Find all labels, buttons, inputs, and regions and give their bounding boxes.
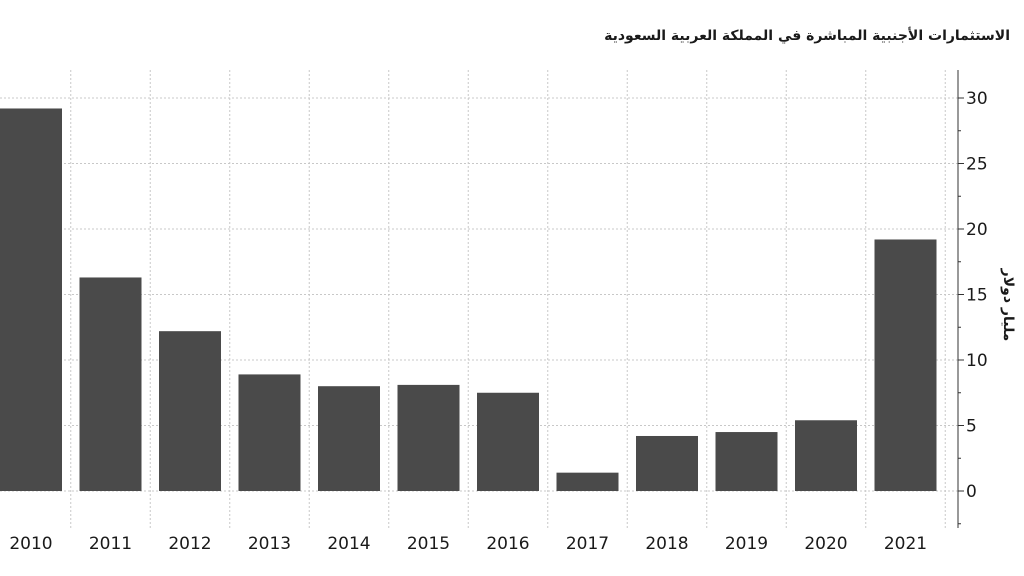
- x-tick-label: 2012: [168, 534, 211, 554]
- x-tick-label: 2020: [804, 534, 847, 554]
- bar-2017: [556, 472, 619, 491]
- bar-2011: [79, 277, 142, 491]
- x-axis-labels: 2010 2011 2012 2013 2014 2015 2016 2017 2018 2019…: [9, 534, 927, 554]
- bar-2015: [397, 384, 460, 491]
- bars: [0, 108, 937, 491]
- x-tick-label: 2010: [9, 534, 52, 554]
- x-tick-label: 2013: [248, 534, 291, 554]
- x-tick-label: 2016: [486, 534, 529, 554]
- bar-2016: [477, 392, 539, 491]
- bar-2012: [159, 331, 221, 491]
- x-tick-label: 2015: [407, 534, 450, 554]
- y-tick-label: 15: [966, 286, 988, 306]
- y-tick-label: 0: [966, 482, 977, 502]
- bar-2013: [238, 374, 301, 491]
- y-tick-label: 25: [966, 155, 988, 175]
- x-tick-label: 2018: [645, 534, 688, 554]
- x-tick-label: 2019: [725, 534, 768, 554]
- bar-2020: [795, 420, 857, 491]
- bar-2014: [318, 386, 380, 491]
- bar-2010: [0, 108, 62, 491]
- y-axis-label: مليار دولار: [1000, 268, 1016, 342]
- y-tick-label: 30: [966, 89, 988, 109]
- x-tick-label: 2011: [89, 534, 132, 554]
- x-tick-label: 2017: [566, 534, 609, 554]
- x-tick-label: 2021: [884, 534, 927, 554]
- y-axis: 0 5 10 15 20 25 30: [957, 70, 988, 528]
- chart-title: الاستثمارات الأجنبية المباشرة في المملكة…: [604, 28, 1010, 44]
- y-tick-label: 10: [966, 351, 988, 371]
- y-tick-label: 5: [966, 417, 977, 437]
- bar-2021: [874, 239, 937, 491]
- gridlines: [0, 70, 958, 528]
- y-tick-label: 20: [966, 220, 988, 240]
- bar-2018: [636, 435, 698, 491]
- bar-2019: [715, 432, 778, 491]
- x-tick-label: 2014: [327, 534, 370, 554]
